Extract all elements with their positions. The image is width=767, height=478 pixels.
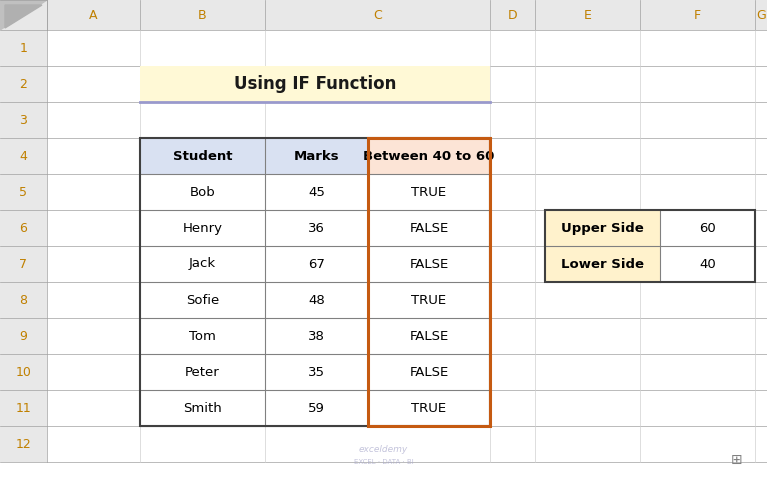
Text: 35: 35 xyxy=(308,366,325,379)
Text: FALSE: FALSE xyxy=(410,366,449,379)
Text: Student: Student xyxy=(173,150,232,163)
Bar xyxy=(368,138,490,426)
Text: 36: 36 xyxy=(308,221,325,235)
Text: 7: 7 xyxy=(19,258,28,271)
Text: 12: 12 xyxy=(15,437,31,450)
Text: E: E xyxy=(584,9,591,22)
Text: Sofie: Sofie xyxy=(186,293,219,306)
Text: A: A xyxy=(89,9,97,22)
Text: Upper Side: Upper Side xyxy=(561,221,644,235)
Text: FALSE: FALSE xyxy=(410,329,449,343)
Text: 59: 59 xyxy=(308,402,325,414)
Bar xyxy=(545,246,660,282)
Bar xyxy=(545,210,755,282)
Bar xyxy=(140,66,490,102)
Text: 48: 48 xyxy=(308,293,325,306)
Text: 2: 2 xyxy=(20,77,28,90)
Text: 67: 67 xyxy=(308,258,325,271)
Polygon shape xyxy=(0,0,47,30)
Text: B: B xyxy=(198,9,207,22)
Text: 6: 6 xyxy=(20,221,28,235)
Text: 38: 38 xyxy=(308,329,325,343)
Text: 5: 5 xyxy=(19,185,28,198)
Text: Lower Side: Lower Side xyxy=(561,258,644,271)
Text: 9: 9 xyxy=(20,329,28,343)
Text: Smith: Smith xyxy=(183,402,222,414)
Text: 1: 1 xyxy=(20,42,28,54)
Bar xyxy=(140,138,265,174)
Text: G: G xyxy=(756,9,766,22)
Text: Jack: Jack xyxy=(189,258,216,271)
Text: exceldemy: exceldemy xyxy=(359,445,408,455)
Text: C: C xyxy=(373,9,382,22)
Text: 60: 60 xyxy=(700,221,716,235)
Text: Tom: Tom xyxy=(189,329,216,343)
Bar xyxy=(368,138,490,174)
Text: TRUE: TRUE xyxy=(411,402,446,414)
Text: 45: 45 xyxy=(308,185,325,198)
Text: TRUE: TRUE xyxy=(411,185,446,198)
Text: Henry: Henry xyxy=(183,221,222,235)
Text: FALSE: FALSE xyxy=(410,258,449,271)
Bar xyxy=(0,0,767,30)
Bar xyxy=(140,138,490,426)
Text: 4: 4 xyxy=(20,150,28,163)
Text: FALSE: FALSE xyxy=(410,221,449,235)
Text: Using IF Function: Using IF Function xyxy=(234,75,397,93)
Text: Peter: Peter xyxy=(185,366,220,379)
Text: Bob: Bob xyxy=(189,185,216,198)
Text: F: F xyxy=(694,9,701,22)
Polygon shape xyxy=(5,5,42,28)
Text: 3: 3 xyxy=(20,113,28,127)
Text: TRUE: TRUE xyxy=(411,293,446,306)
Text: EXCEL · DATA · BI: EXCEL · DATA · BI xyxy=(354,459,413,465)
Text: 8: 8 xyxy=(19,293,28,306)
Text: 11: 11 xyxy=(15,402,31,414)
Text: D: D xyxy=(508,9,517,22)
Text: 10: 10 xyxy=(15,366,31,379)
Text: Between 40 to 60: Between 40 to 60 xyxy=(364,150,495,163)
Bar xyxy=(545,210,660,246)
Text: Marks: Marks xyxy=(294,150,339,163)
Bar xyxy=(0,30,47,462)
Text: ⊞: ⊞ xyxy=(731,453,742,467)
Text: 40: 40 xyxy=(700,258,716,271)
Bar xyxy=(265,138,368,174)
